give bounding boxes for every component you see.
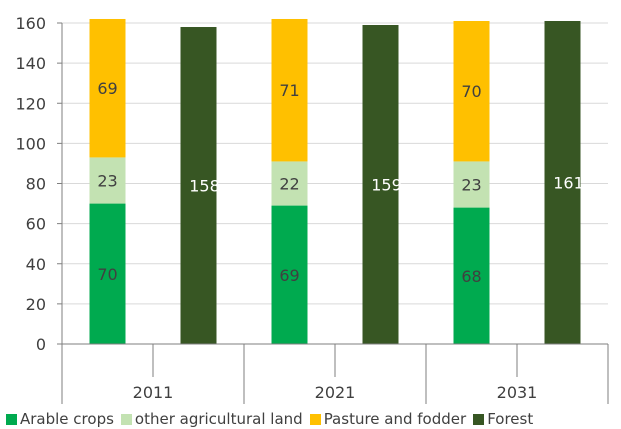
data-label: 159: [371, 176, 402, 195]
legend-label: Arable crops: [20, 410, 114, 428]
y-tick-label: 20: [26, 295, 46, 314]
data-label: 23: [461, 176, 481, 195]
legend-item: Forest: [473, 410, 533, 428]
bar-segment: [453, 161, 490, 208]
y-tick-label: 140: [15, 54, 46, 73]
legend-swatch: [473, 413, 485, 425]
data-label: 70: [461, 82, 481, 101]
x-tick-label: 2021: [315, 383, 356, 402]
legend-item: other agricultural land: [120, 410, 303, 428]
y-tick-label: 160: [15, 14, 46, 33]
legend-swatch: [309, 413, 321, 425]
bar-segment: [544, 20, 581, 345]
bar-segment: [89, 18, 126, 158]
data-label: 69: [279, 266, 299, 285]
bar-segment: [453, 207, 490, 344]
y-tick-label: 120: [15, 94, 46, 113]
legend: Arable crops other agricultural land Pastu…: [6, 409, 533, 429]
data-label: 158: [189, 177, 220, 196]
bar-segment: [180, 27, 217, 344]
y-tick-label: 60: [26, 215, 46, 234]
data-labels: 70 23 69 158 69 22 71 159 68 23 70 161: [97, 79, 583, 286]
data-label: 71: [279, 81, 299, 100]
bar-segment: [89, 203, 126, 344]
bar-segment: [89, 157, 126, 204]
legend-item: Arable crops: [6, 410, 114, 428]
legend-swatch: [120, 413, 132, 425]
x-tick-label: 2031: [497, 383, 538, 402]
data-label: 161: [553, 173, 584, 192]
y-tick-label: 100: [15, 134, 46, 153]
legend-label: Pasture and fodder: [323, 410, 467, 428]
data-label: 69: [97, 79, 117, 98]
y-tick-label: 40: [26, 255, 46, 274]
data-label: 23: [97, 171, 117, 190]
bar-segment: [453, 20, 490, 162]
legend-label: Forest: [487, 410, 534, 428]
data-label: 22: [279, 175, 299, 194]
gridlines: [62, 22, 608, 305]
legend-item: Pasture and fodder: [309, 410, 467, 428]
bar-segment: [362, 25, 399, 344]
bars: [89, 18, 581, 345]
bar-segment: [271, 161, 308, 206]
y-tick-label: 80: [26, 175, 46, 194]
data-label: 70: [97, 265, 117, 284]
legend-label: other agricultural land: [134, 410, 303, 428]
data-label: 68: [461, 267, 481, 286]
x-tick-label: 2011: [133, 383, 174, 402]
legend-swatch: [6, 413, 17, 425]
bar-segment: [271, 18, 308, 162]
y-tick-label: 0: [36, 335, 46, 354]
bar-segment: [271, 205, 308, 344]
axes: 0 20 40 60 80 100 120 140 160 2011 2021 2031: [15, 14, 609, 404]
chart: 0 20 40 60 80 100 120 140 160 2011 2021 2031 70 23 69…: [15, 14, 609, 404]
